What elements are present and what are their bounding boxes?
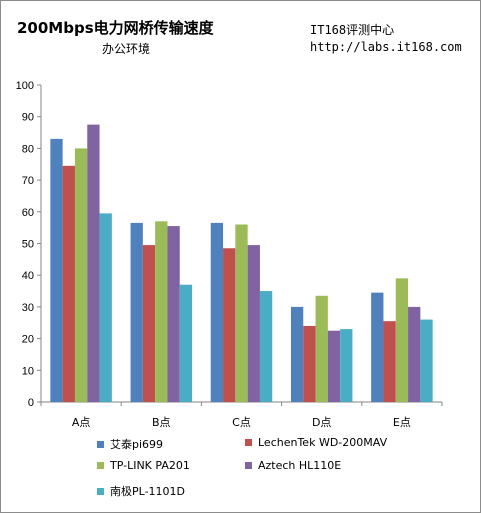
bar [130,222,143,402]
x-tick-label: A点 [72,416,91,429]
legend-item: TP-LINK PA201 [97,459,190,472]
bar [259,291,273,402]
y-tick-label: 10 [22,365,34,377]
legend-swatch [97,462,104,469]
y-tick-label: 40 [22,270,34,282]
legend-swatch [97,487,104,495]
legend-item: Aztech HL110E [245,459,341,472]
chart-title: 200Mbps电力网桥传输速度 [17,19,214,37]
bar [179,284,193,402]
bar [395,278,409,402]
y-tick-label: 100 [16,80,34,92]
x-tick-label: B点 [152,416,171,429]
y-tick-label: 30 [22,302,34,314]
source-label: IT168评测中心 [310,23,395,37]
bar [210,222,224,402]
y-tick-label: 0 [28,397,34,409]
bar [62,165,75,402]
y-tick-label: 50 [22,239,34,251]
bar [340,329,353,402]
x-tick-label: E点 [393,416,411,429]
legend-label: Aztech HL110E [258,459,342,472]
bar [371,292,384,402]
bar [315,295,328,402]
x-tick-label: C点 [232,416,251,429]
bar-chart: 0 10 20 30 40 50 60 70 80 90 100 A点 B点 C点 D点 E点 [16,80,443,429]
legend-swatch [245,439,252,446]
bar [247,245,260,402]
y-tick-label: 70 [22,175,34,187]
legend-item: LechenTek WD-200MAV [245,436,387,449]
y-tick-label: 90 [22,112,34,124]
legend-item: 南极PL-1101D [97,483,185,499]
x-tick-label: D点 [312,416,331,429]
y-tick-label: 80 [22,143,34,155]
legend-label: LechenTek WD-200MAV [258,436,388,449]
bar [327,330,341,402]
y-tick-label: 20 [22,334,34,346]
source-url: http://labs.it168.com [310,40,462,54]
bar [167,226,180,402]
bar [155,221,168,402]
bar [74,148,88,402]
bar [99,213,112,402]
chart-subtitle: 办公环境 [102,42,151,56]
bar [383,321,396,402]
bar [223,248,236,402]
y-tick-label: 60 [22,207,34,219]
bar [303,325,316,402]
bar [408,306,421,402]
bar [87,124,100,402]
bar [50,138,63,402]
legend-label: 南极PL-1101D [110,485,186,498]
bar [290,306,304,402]
legend-item: 艾泰pi699 [97,436,163,452]
legend-label: 艾泰pi699 [110,438,164,451]
legend-swatch [245,462,252,469]
chart-legend: 艾泰pi699 LechenTek WD-200MAV TP-LINK PA201 A… [97,436,477,506]
legend-swatch [97,440,104,448]
legend-label: TP-LINK PA201 [110,459,190,472]
bar [420,319,433,402]
bar [235,224,248,402]
bar [142,245,156,402]
